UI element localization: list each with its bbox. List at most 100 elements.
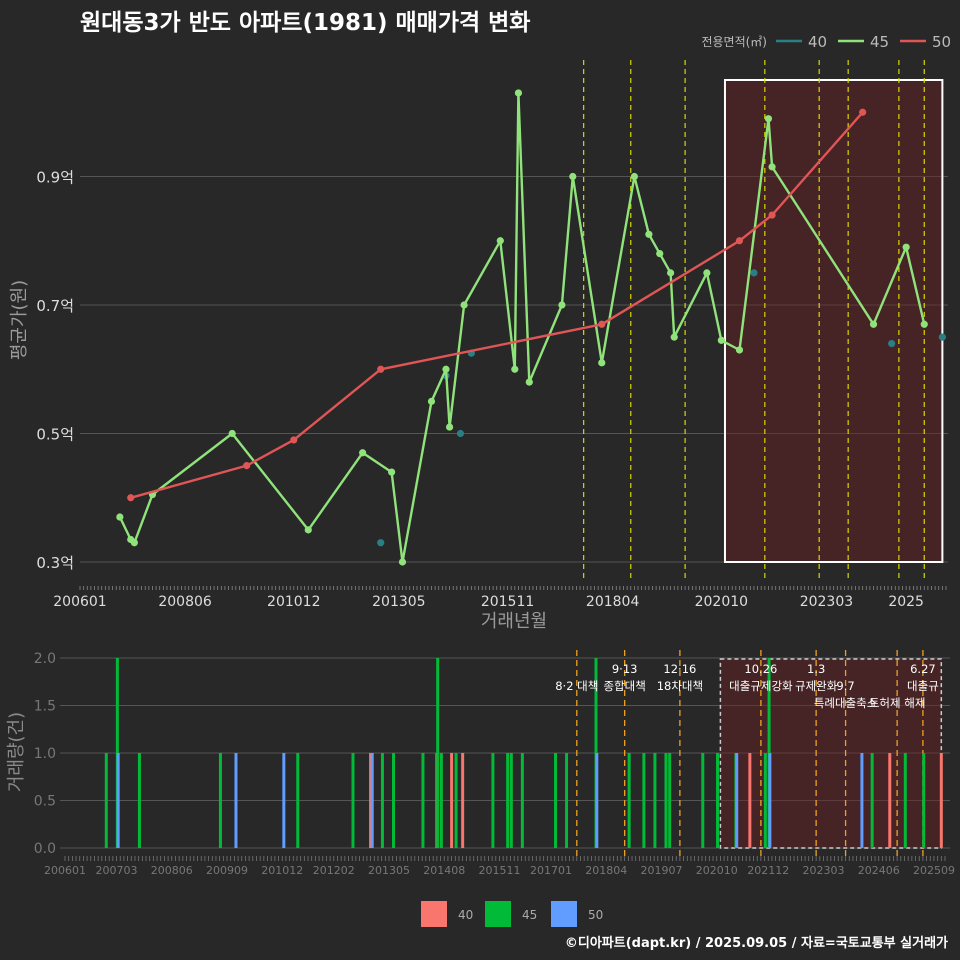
data-point-45 (768, 163, 776, 171)
legend-title: 전용면적(㎡) (701, 35, 767, 49)
annotation-label: 6.27 (910, 662, 936, 676)
bar-45 (565, 753, 569, 848)
bar-45 (421, 753, 425, 848)
data-point-45 (228, 429, 236, 438)
data-point-45 (703, 269, 711, 277)
legend-label-50: 50 (588, 908, 603, 922)
bar-45 (668, 753, 672, 848)
bar-45 (763, 753, 767, 848)
y-tick-label: 0.9억 (36, 169, 74, 187)
bar-50 (234, 753, 238, 848)
bar-40 (461, 753, 465, 848)
bar-45 (104, 753, 108, 848)
bar-50 (768, 753, 772, 848)
annotation-label: 10.26 (744, 662, 777, 676)
data-point-45 (569, 172, 577, 181)
data-point-45 (670, 333, 678, 341)
bar-45 (454, 753, 458, 848)
annotation-label: 대출규 (907, 679, 939, 693)
bar-45 (380, 753, 384, 848)
bar-45 (436, 658, 440, 848)
x-tick-label: 202406 (858, 864, 900, 877)
y-tick-label: 0.7억 (36, 297, 74, 315)
data-point-45 (116, 513, 124, 521)
x-axis-title: 거래년월 (481, 611, 547, 632)
x-tick-label: 200806 (151, 864, 193, 877)
x-tick-label: 202303 (800, 594, 853, 610)
y-tick-label: 0.5 (34, 794, 56, 810)
data-point-45 (511, 365, 519, 373)
data-point-40 (456, 429, 465, 438)
bar-40 (888, 753, 892, 848)
bar-45 (439, 753, 443, 848)
data-point-45 (869, 320, 878, 328)
data-point-45 (445, 423, 454, 431)
bar-40 (369, 753, 373, 848)
bar-45 (137, 753, 141, 848)
x-tick-label: 201408 (423, 864, 465, 877)
bar-45 (351, 753, 355, 848)
chart-title: 원대동3가 반도 아파트(1981) 매매가격 변화 (80, 10, 530, 36)
data-point-45 (442, 365, 450, 373)
x-tick-label: 202303 (802, 864, 844, 877)
data-point-45 (630, 172, 638, 181)
data-point-45 (902, 243, 910, 251)
annotation-label: 9·13 (612, 662, 638, 676)
annotation-label: 종합대책 (604, 679, 646, 693)
footer-credit: ©디아파트(dapt.kr) / 2025.09.05 / 자료=국토교통부 실… (565, 935, 948, 951)
y-tick-label: 1.0 (34, 746, 56, 762)
data-point-45 (388, 468, 396, 476)
data-point-40 (377, 539, 385, 547)
bar-45 (903, 753, 907, 848)
x-tick-label: 200806 (158, 594, 212, 610)
y-tick-label: 0.3억 (36, 554, 74, 572)
legend-label-45: 45 (870, 33, 889, 51)
legend-label-40: 40 (808, 33, 827, 51)
bar-40 (939, 753, 943, 848)
bar-45 (664, 753, 668, 848)
bar-45 (627, 753, 631, 848)
bar-45 (491, 753, 495, 848)
x-tick-label: 202112 (747, 864, 789, 877)
x-tick-label: 201202 (313, 864, 355, 877)
data-point-50 (768, 211, 776, 219)
y-axis-title: 평균가(원) (9, 280, 30, 360)
x-tick-label: 201012 (261, 864, 303, 877)
data-point-40 (750, 269, 758, 277)
data-point-45 (735, 346, 744, 354)
bar-50 (116, 753, 120, 848)
bar-45 (701, 753, 705, 848)
data-point-50 (377, 365, 385, 373)
annotation-label: 대출규제강화 (729, 679, 793, 693)
data-point-45 (130, 539, 138, 547)
bar-45 (642, 753, 646, 848)
data-point-40 (938, 333, 946, 341)
data-point-45 (656, 250, 664, 258)
annotation-label: 특례대출축소 (814, 696, 877, 710)
x-tick-label: 201305 (372, 594, 425, 610)
legend-key-50 (551, 901, 577, 927)
data-point-40 (888, 339, 896, 348)
series-line-50 (130, 111, 864, 499)
legend-label-45: 45 (522, 908, 537, 922)
legend-label-50: 50 (932, 33, 951, 51)
legend-label-40: 40 (458, 908, 473, 922)
data-point-45 (525, 378, 533, 386)
bar-45 (391, 753, 395, 848)
annotation-label: 규제완화 (795, 679, 838, 693)
data-point-45 (717, 336, 725, 344)
x-tick-label: 201305 (368, 864, 410, 877)
data-point-45 (460, 301, 468, 309)
bar-45 (506, 753, 510, 848)
highlight-box (723, 79, 944, 563)
x-tick-label: 201701 (530, 864, 572, 877)
data-point-45 (598, 359, 606, 367)
annotation-label: 8·2 대책 (555, 679, 598, 693)
x-tick-label: 201012 (267, 594, 320, 610)
data-point-45 (764, 115, 773, 123)
annotation-label: 12·16 (663, 662, 696, 676)
bar-50 (282, 753, 286, 848)
annotation-label: 18차대책 (657, 679, 703, 693)
y-tick-label: 0.5억 (36, 426, 74, 444)
